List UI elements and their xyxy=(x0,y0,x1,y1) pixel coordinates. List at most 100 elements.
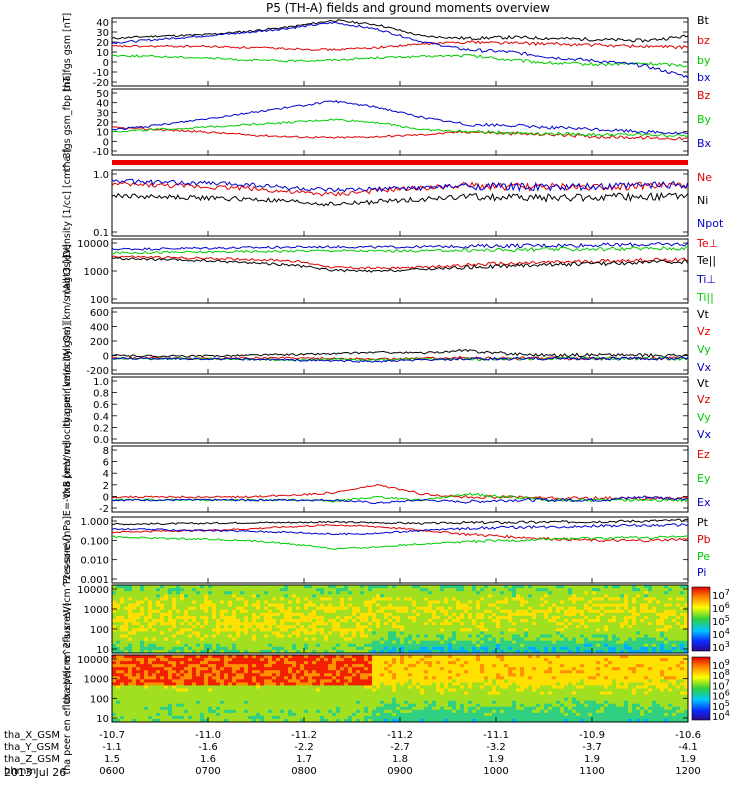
heatmap-cell xyxy=(200,594,205,598)
heatmap-cell xyxy=(120,631,125,635)
heatmap-cell xyxy=(204,655,209,659)
heatmap-cell xyxy=(172,664,177,668)
heatmap-cell xyxy=(144,661,149,665)
heatmap-cell xyxy=(364,612,369,617)
heatmap-cell xyxy=(368,655,373,659)
heatmap-cell xyxy=(160,688,165,692)
heatmap-cell xyxy=(212,588,217,592)
heatmap-cell xyxy=(160,625,165,629)
heatmap-cell xyxy=(504,622,509,626)
heatmap-cell xyxy=(564,640,569,645)
heatmap-cell xyxy=(420,625,425,629)
heatmap-cell xyxy=(468,637,473,642)
heatmap-cell xyxy=(292,643,297,648)
heatmap-cell xyxy=(484,628,489,632)
heatmap-cell xyxy=(284,676,289,680)
heatmap-cell xyxy=(576,634,581,638)
heatmap-cell xyxy=(404,631,409,635)
heatmap-cell xyxy=(528,600,533,604)
heatmap-cell xyxy=(380,640,385,645)
heatmap-cell xyxy=(212,622,217,626)
heatmap-cell xyxy=(156,615,161,620)
heatmap-cell xyxy=(232,679,237,683)
heatmap-cell xyxy=(636,615,641,620)
heatmap-cell xyxy=(540,640,545,645)
heatmap-cell xyxy=(432,588,437,592)
heatmap-cell xyxy=(144,655,149,659)
heatmap-cell xyxy=(360,615,365,620)
heatmap-cell xyxy=(348,670,353,674)
heatmap-cell xyxy=(128,655,133,659)
heatmap-cell xyxy=(156,715,161,720)
heatmap-cell xyxy=(480,646,485,651)
heatmap-cell xyxy=(480,591,485,595)
heatmap-cell xyxy=(460,594,465,598)
heatmap-cell xyxy=(324,700,329,705)
heatmap-cell xyxy=(580,643,585,648)
heatmap-cell xyxy=(656,637,661,642)
heatmap-cell xyxy=(656,603,661,608)
heatmap-cell xyxy=(344,685,349,689)
heatmap-cell xyxy=(332,664,337,668)
heatmap-cell xyxy=(248,670,253,674)
heatmap-cell xyxy=(396,606,401,611)
heatmap-cell xyxy=(340,673,345,677)
heatmap-cell xyxy=(356,685,361,689)
heatmap-cell xyxy=(344,667,349,671)
heatmap-cell xyxy=(136,615,141,620)
heatmap-cell xyxy=(376,658,381,662)
heatmap-cell xyxy=(568,649,573,654)
heatmap-cell xyxy=(240,709,245,714)
heatmap-cell xyxy=(176,682,181,686)
heatmap-cell xyxy=(444,640,449,645)
heatmap-cell xyxy=(472,637,477,642)
heatmap-cell xyxy=(628,619,633,623)
heatmap-cell xyxy=(380,670,385,674)
heatmap-cell xyxy=(504,646,509,651)
heatmap-cell xyxy=(188,640,193,645)
heatmap-cell xyxy=(136,691,141,695)
heatmap-cell xyxy=(412,634,417,638)
heatmap-cell xyxy=(184,676,189,680)
heatmap-cell xyxy=(364,667,369,671)
heatmap-cell xyxy=(420,612,425,617)
heatmap-cell xyxy=(236,679,241,683)
heatmap-cell xyxy=(340,676,345,680)
heatmap-cell xyxy=(500,612,505,617)
heatmap-cell xyxy=(112,667,117,671)
heatmap-cell xyxy=(172,700,177,705)
heatmap-cell xyxy=(336,637,341,642)
heatmap-cell xyxy=(440,612,445,617)
heatmap-cell xyxy=(336,712,341,717)
heatmap-cell xyxy=(576,622,581,626)
heatmap-cell xyxy=(460,591,465,595)
heatmap-cell xyxy=(256,679,261,683)
heatmap-cell xyxy=(348,612,353,617)
heatmap-cell xyxy=(576,637,581,642)
heatmap-cell xyxy=(280,609,285,614)
heatmap-cell xyxy=(460,615,465,620)
heatmap-cell xyxy=(432,591,437,595)
heatmap-cell xyxy=(144,691,149,695)
heatmap-cell xyxy=(596,594,601,598)
heatmap-cell xyxy=(452,606,457,611)
heatmap-cell xyxy=(356,615,361,620)
heatmap-cell xyxy=(268,685,273,689)
heatmap-cell xyxy=(232,591,237,595)
heatmap-cell xyxy=(244,594,249,598)
heatmap-cell xyxy=(508,594,513,598)
ytick-label: 10 xyxy=(96,48,109,59)
heatmap-cell xyxy=(184,679,189,683)
heatmap-cell xyxy=(504,628,509,632)
heatmap-cell xyxy=(128,703,133,708)
heatmap-cell xyxy=(516,637,521,642)
heatmap-cell xyxy=(296,643,301,648)
heatmap-cell xyxy=(140,688,145,692)
heatmap-cell xyxy=(316,597,321,601)
heatmap-cell xyxy=(348,619,353,623)
heatmap-cell xyxy=(396,588,401,592)
heatmap-cell xyxy=(356,655,361,659)
heatmap-cell xyxy=(336,694,341,699)
heatmap-cell xyxy=(604,594,609,598)
heatmap-cell xyxy=(604,646,609,651)
